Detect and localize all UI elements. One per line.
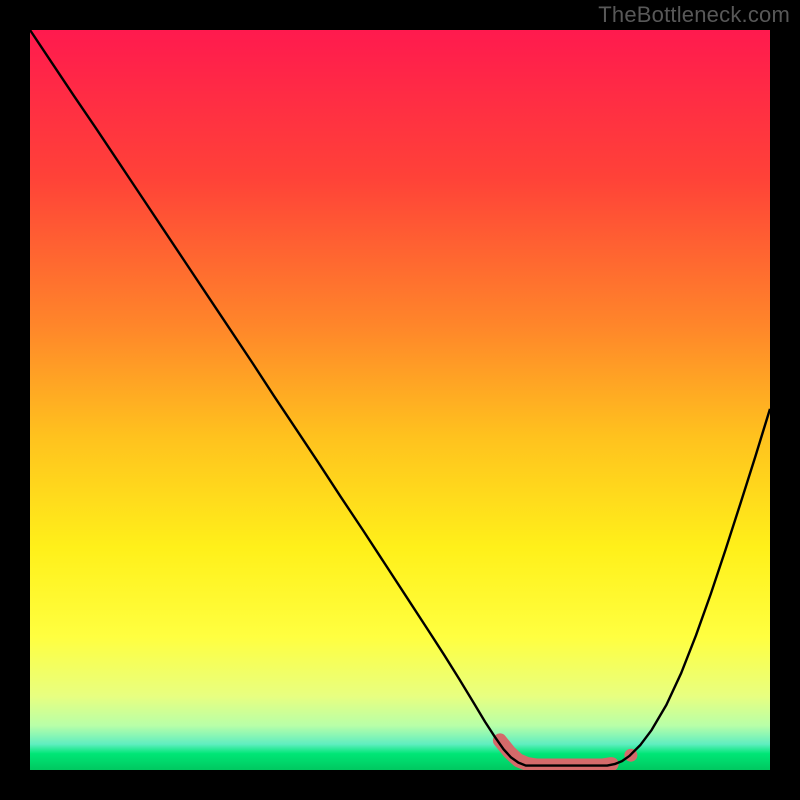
plot-area: [30, 30, 770, 770]
watermark-text: TheBottleneck.com: [598, 2, 790, 28]
plot-svg: [30, 30, 770, 770]
chart-frame: TheBottleneck.com: [0, 0, 800, 800]
gradient-background: [30, 30, 770, 770]
